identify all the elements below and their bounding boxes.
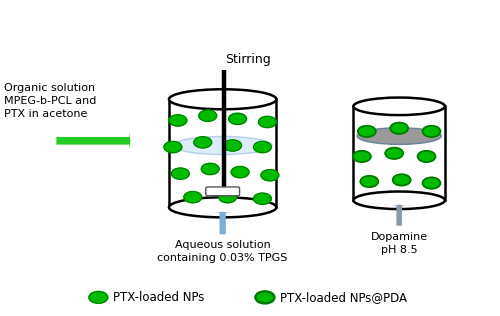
FancyBboxPatch shape — [206, 187, 240, 196]
Circle shape — [254, 141, 272, 153]
Circle shape — [218, 191, 236, 203]
Ellipse shape — [173, 137, 272, 155]
Text: Organic solution
MPEG-b-PCL and
PTX in acetone: Organic solution MPEG-b-PCL and PTX in a… — [4, 83, 96, 119]
Ellipse shape — [357, 128, 442, 144]
Circle shape — [231, 167, 249, 178]
Circle shape — [385, 148, 403, 159]
Circle shape — [172, 168, 190, 179]
Ellipse shape — [169, 89, 276, 109]
Bar — [354, 106, 445, 200]
Circle shape — [390, 123, 408, 134]
Bar — [169, 99, 276, 207]
Circle shape — [418, 151, 436, 162]
Ellipse shape — [169, 197, 276, 217]
Circle shape — [392, 174, 410, 185]
Circle shape — [194, 137, 212, 148]
Circle shape — [256, 291, 274, 303]
Circle shape — [228, 113, 246, 125]
Circle shape — [89, 291, 108, 303]
Circle shape — [169, 115, 187, 126]
Text: PTX-loaded NPs@PDA: PTX-loaded NPs@PDA — [280, 291, 407, 304]
Circle shape — [360, 176, 378, 187]
Text: PTX-loaded NPs: PTX-loaded NPs — [114, 291, 204, 304]
Circle shape — [422, 177, 440, 189]
Text: Aqueous solution
containing 0.03% TPGS: Aqueous solution containing 0.03% TPGS — [158, 240, 288, 264]
Circle shape — [261, 170, 279, 181]
Ellipse shape — [354, 98, 445, 115]
Ellipse shape — [354, 191, 445, 209]
Circle shape — [224, 140, 242, 151]
Circle shape — [358, 126, 376, 137]
Circle shape — [202, 163, 219, 175]
Circle shape — [199, 110, 216, 121]
Circle shape — [164, 141, 182, 153]
Circle shape — [258, 116, 276, 128]
Text: Dopamine
pH 8.5: Dopamine pH 8.5 — [370, 232, 428, 255]
Circle shape — [254, 193, 272, 204]
Circle shape — [184, 191, 202, 203]
Circle shape — [422, 126, 440, 137]
Circle shape — [353, 151, 371, 162]
Text: Stirring: Stirring — [224, 53, 270, 66]
